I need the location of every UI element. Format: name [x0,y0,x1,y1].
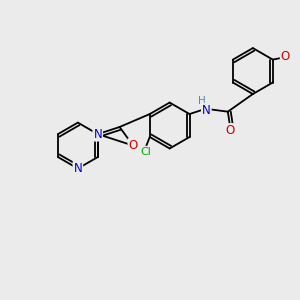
Text: O: O [226,124,235,137]
Text: N: N [74,162,82,175]
Text: O: O [128,139,138,152]
Text: H: H [198,95,206,106]
Text: O: O [281,50,290,63]
Text: N: N [202,104,211,117]
Text: N: N [93,128,102,141]
Text: Cl: Cl [140,147,151,157]
